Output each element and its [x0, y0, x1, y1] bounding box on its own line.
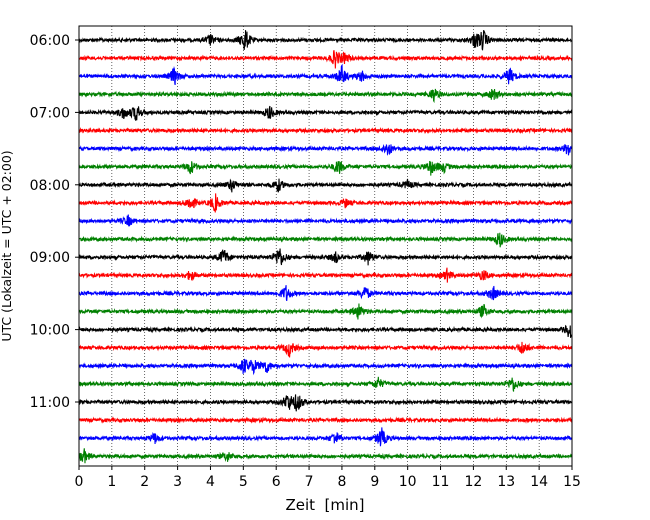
trace-row — [78, 29, 573, 51]
trace-row — [78, 376, 573, 392]
trace-row — [78, 178, 573, 193]
trace-row — [78, 267, 573, 283]
trace-row — [78, 214, 573, 227]
y-tick-label: 07:00 — [30, 105, 70, 121]
x-tick-label: 7 — [305, 474, 314, 490]
trace-row — [78, 160, 573, 176]
plot-frame — [78, 25, 573, 467]
trace-row — [78, 358, 573, 376]
x-tick-label: 5 — [239, 474, 248, 490]
trace-row — [78, 143, 573, 156]
x-tick-label: 4 — [206, 474, 215, 490]
x-axis-label: Zeit [min] — [285, 496, 364, 514]
x-tick-label: 0 — [75, 474, 84, 490]
x-tick-label: 11 — [432, 474, 450, 490]
x-tick-label: 14 — [530, 474, 548, 490]
trace-row — [78, 105, 573, 121]
trace-row — [78, 193, 573, 213]
trace-row — [78, 324, 573, 338]
y-tick-label: 08:00 — [30, 178, 70, 194]
trace-row — [78, 126, 573, 135]
y-tick-label: 09:00 — [30, 250, 70, 266]
trace-row — [78, 63, 573, 86]
y-axis-label: UTC (Lokalzeit = UTC + 02:00) — [0, 150, 14, 341]
trace-row — [78, 394, 573, 412]
y-tick-label: 06:00 — [30, 33, 70, 49]
trace-row — [78, 285, 573, 301]
trace-row — [78, 232, 573, 248]
y-axis-ticks: 06:00 07:00 08:00 09:00 10:00 11:00 — [30, 33, 79, 411]
x-tick-label: 8 — [337, 474, 346, 490]
y-tick-label: 10:00 — [30, 323, 70, 339]
x-tick-label: 10 — [399, 474, 417, 490]
x-tick-label: 1 — [107, 474, 116, 490]
x-tick-label: 6 — [272, 474, 281, 490]
trace-row — [78, 341, 573, 358]
trace-row — [78, 88, 573, 104]
trace-row — [78, 248, 573, 266]
x-tick-label: 15 — [563, 474, 581, 490]
trace-row — [78, 303, 573, 320]
trace-row — [78, 416, 573, 424]
trace-row — [78, 50, 573, 69]
x-axis-ticks: 0 1 2 3 4 5 6 7 8 9 10 11 12 13 14 15 — [75, 466, 581, 490]
x-tick-label: 3 — [173, 474, 182, 490]
trace-row — [78, 448, 573, 464]
y-tick-label: 11:00 — [30, 395, 70, 411]
trace-row — [78, 427, 573, 447]
grid-lines — [111, 26, 540, 466]
x-tick-label: 13 — [497, 474, 515, 490]
x-tick-label: 12 — [464, 474, 482, 490]
x-tick-label: 2 — [140, 474, 149, 490]
trace-group — [78, 29, 573, 464]
x-tick-label: 9 — [370, 474, 379, 490]
